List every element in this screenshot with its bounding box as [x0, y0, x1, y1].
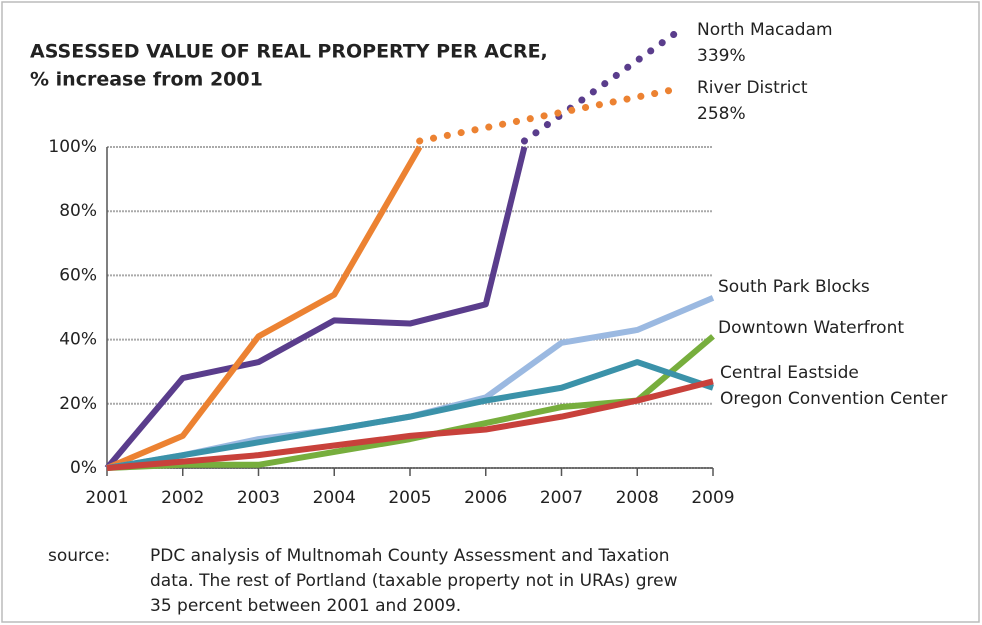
series-label: Central Eastside	[720, 363, 859, 383]
series-line	[106, 334, 715, 471]
series-extension	[416, 84, 686, 145]
series-extension	[520, 26, 684, 145]
value-label: 258%	[697, 104, 746, 124]
y-tick-label: 60%	[59, 265, 97, 285]
x-tick-label: 2005	[388, 488, 431, 508]
x-tick-label: 2009	[691, 488, 734, 508]
series-label: Oregon Convention Center	[720, 389, 947, 409]
series-line	[106, 359, 714, 471]
x-tick-label: 2002	[161, 488, 204, 508]
chart-subtitle: % increase from 2001	[30, 69, 263, 91]
series-line	[106, 378, 714, 471]
x-tick-label: 2003	[237, 488, 280, 508]
y-tick-label: 40%	[59, 330, 97, 350]
series-line	[104, 146, 528, 470]
x-tick-label: 2006	[464, 488, 507, 508]
series-label: River District	[697, 78, 808, 98]
source-line: PDC analysis of Multnomah County Assessm…	[150, 546, 670, 566]
x-tick-label: 2007	[540, 488, 583, 508]
series-label: South Park Blocks	[718, 277, 870, 297]
x-tick-label: 2001	[85, 488, 128, 508]
series-line	[105, 145, 423, 471]
series-label: North Macadam	[697, 20, 833, 40]
value-label: 339%	[697, 46, 746, 66]
series-label: Downtown Waterfront	[718, 318, 904, 338]
y-tick-label: 20%	[59, 394, 97, 414]
x-tick-label: 2004	[313, 488, 356, 508]
source-label: source:	[48, 546, 110, 566]
source-line: 35 percent between 2001 and 2009.	[150, 596, 461, 616]
y-tick-label: 80%	[59, 201, 97, 221]
y-tick-label: 0%	[70, 458, 97, 478]
source-line: data. The rest of Portland (taxable prop…	[150, 571, 678, 591]
y-tick-label: 100%	[48, 137, 97, 157]
x-tick-label: 2008	[616, 488, 659, 508]
chart-title: ASSESSED VALUE OF REAL PROPERTY PER ACRE…	[30, 41, 548, 63]
